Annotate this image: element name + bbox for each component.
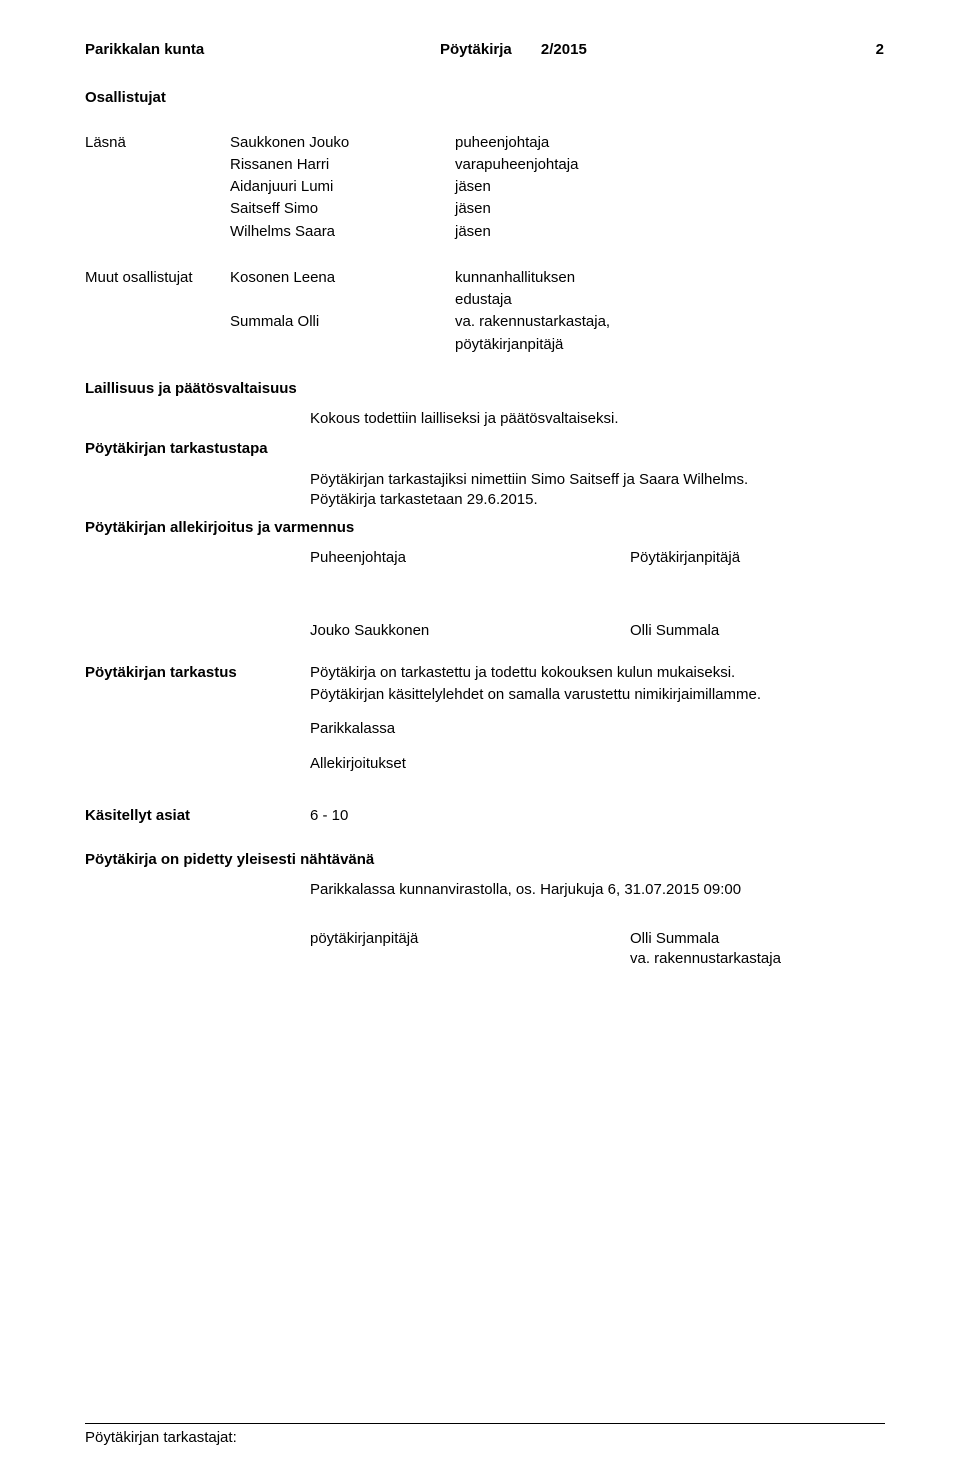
clerk-label: pöytäkirjanpitäjä (310, 929, 630, 970)
header-doc-label: Pöytäkirja (440, 41, 512, 58)
present-row: Aidanjuuri Lumi jäsen (85, 177, 890, 197)
sign-labels: Puheenjohtaja Pöytäkirjanpitäjä (310, 548, 890, 568)
items-value: 6 - 10 (310, 806, 535, 826)
sign-names: Jouko Saukkonen Olli Summala (310, 621, 890, 641)
check-signatures: Allekirjoitukset (310, 754, 890, 774)
sign-chair-name: Jouko Saukkonen (310, 621, 630, 641)
others-name: Summala Olli (230, 312, 455, 332)
header-page: 2 (760, 40, 890, 60)
header-doc: Pöytäkirja 2/2015 (440, 40, 760, 60)
present-label: Läsnä (85, 133, 230, 153)
others-row: Summala Olli va. rakennustarkastaja, (85, 312, 890, 332)
items-row: Käsitellyt asiat 6 - 10 (85, 806, 890, 826)
header-docnum: 2/2015 (541, 41, 587, 58)
others-role: edustaja (455, 290, 890, 310)
check-label: Pöytäkirjan tarkastus (85, 663, 310, 683)
check-row: Pöytäkirjan tarkastus Pöytäkirja on tark… (85, 663, 890, 683)
others-row: pöytäkirjanpitäjä (85, 335, 890, 355)
items-label: Käsitellyt asiat (85, 806, 310, 826)
others-name: Kosonen Leena (230, 268, 455, 288)
sign-title: Pöytäkirjan allekirjoitus ja varmennus (85, 518, 890, 538)
present-role: jäsen (455, 199, 890, 219)
participants-title: Osallistujat (85, 88, 890, 108)
header-row: Parikkalan kunta Pöytäkirja 2/2015 2 (85, 40, 890, 60)
review-text: Pöytäkirja tarkastetaan 29.6.2015. (310, 490, 890, 510)
present-role: varapuheenjohtaja (455, 155, 890, 175)
check-text: Pöytäkirja on tarkastettu ja todettu kok… (310, 663, 890, 683)
present-name: Wilhelms Saara (230, 222, 455, 242)
sign-clerk-name: Olli Summala (630, 621, 890, 641)
others-row: edustaja (85, 290, 890, 310)
clerk-row: pöytäkirjanpitäjä Olli Summala va. raken… (310, 929, 890, 970)
review-block: Pöytäkirjan tarkastajiksi nimettiin Simo… (310, 470, 890, 511)
present-name: Saitseff Simo (230, 199, 455, 219)
review-text: Pöytäkirjan tarkastajiksi nimettiin Simo… (310, 470, 890, 490)
footer-rule (85, 1423, 885, 1424)
sign-chair-label: Puheenjohtaja (310, 548, 630, 568)
page: Parikkalan kunta Pöytäkirja 2/2015 2 Osa… (0, 0, 960, 1483)
footer: Pöytäkirjan tarkastajat: (85, 1423, 885, 1448)
present-name: Aidanjuuri Lumi (230, 177, 455, 197)
present-role: jäsen (455, 177, 890, 197)
present-row: Läsnä Saukkonen Jouko puheenjohtaja (85, 133, 890, 153)
review-title: Pöytäkirjan tarkastustapa (85, 439, 890, 459)
public-text: Parikkalassa kunnanvirastolla, os. Harju… (310, 880, 890, 900)
public-title: Pöytäkirja on pidetty yleisesti nähtävän… (85, 850, 890, 870)
clerk-name: Olli Summala (630, 929, 890, 949)
sign-clerk-label: Pöytäkirjanpitäjä (630, 548, 890, 568)
check-text: Pöytäkirjan käsittelylehdet on samalla v… (310, 685, 890, 705)
others-role: va. rakennustarkastaja, (455, 312, 890, 332)
others-label: Muut osallistujat (85, 268, 230, 288)
footer-text: Pöytäkirjan tarkastajat: (85, 1428, 885, 1448)
present-role: puheenjohtaja (455, 133, 890, 153)
present-row: Wilhelms Saara jäsen (85, 222, 890, 242)
present-row: Saitseff Simo jäsen (85, 199, 890, 219)
clerk-title: va. rakennustarkastaja (630, 949, 890, 969)
header-org: Parikkalan kunta (85, 40, 440, 60)
quorum-text: Kokous todettiin lailliseksi ja päätösva… (310, 409, 890, 429)
others-role: kunnanhallituksen (455, 268, 890, 288)
present-name: Rissanen Harri (230, 155, 455, 175)
present-role: jäsen (455, 222, 890, 242)
check-place: Parikkalassa (310, 719, 890, 739)
present-name: Saukkonen Jouko (230, 133, 455, 153)
quorum-title: Laillisuus ja päätösvaltaisuus (85, 379, 890, 399)
others-row: Muut osallistujat Kosonen Leena kunnanha… (85, 268, 890, 288)
present-row: Rissanen Harri varapuheenjohtaja (85, 155, 890, 175)
others-role: pöytäkirjanpitäjä (455, 335, 890, 355)
